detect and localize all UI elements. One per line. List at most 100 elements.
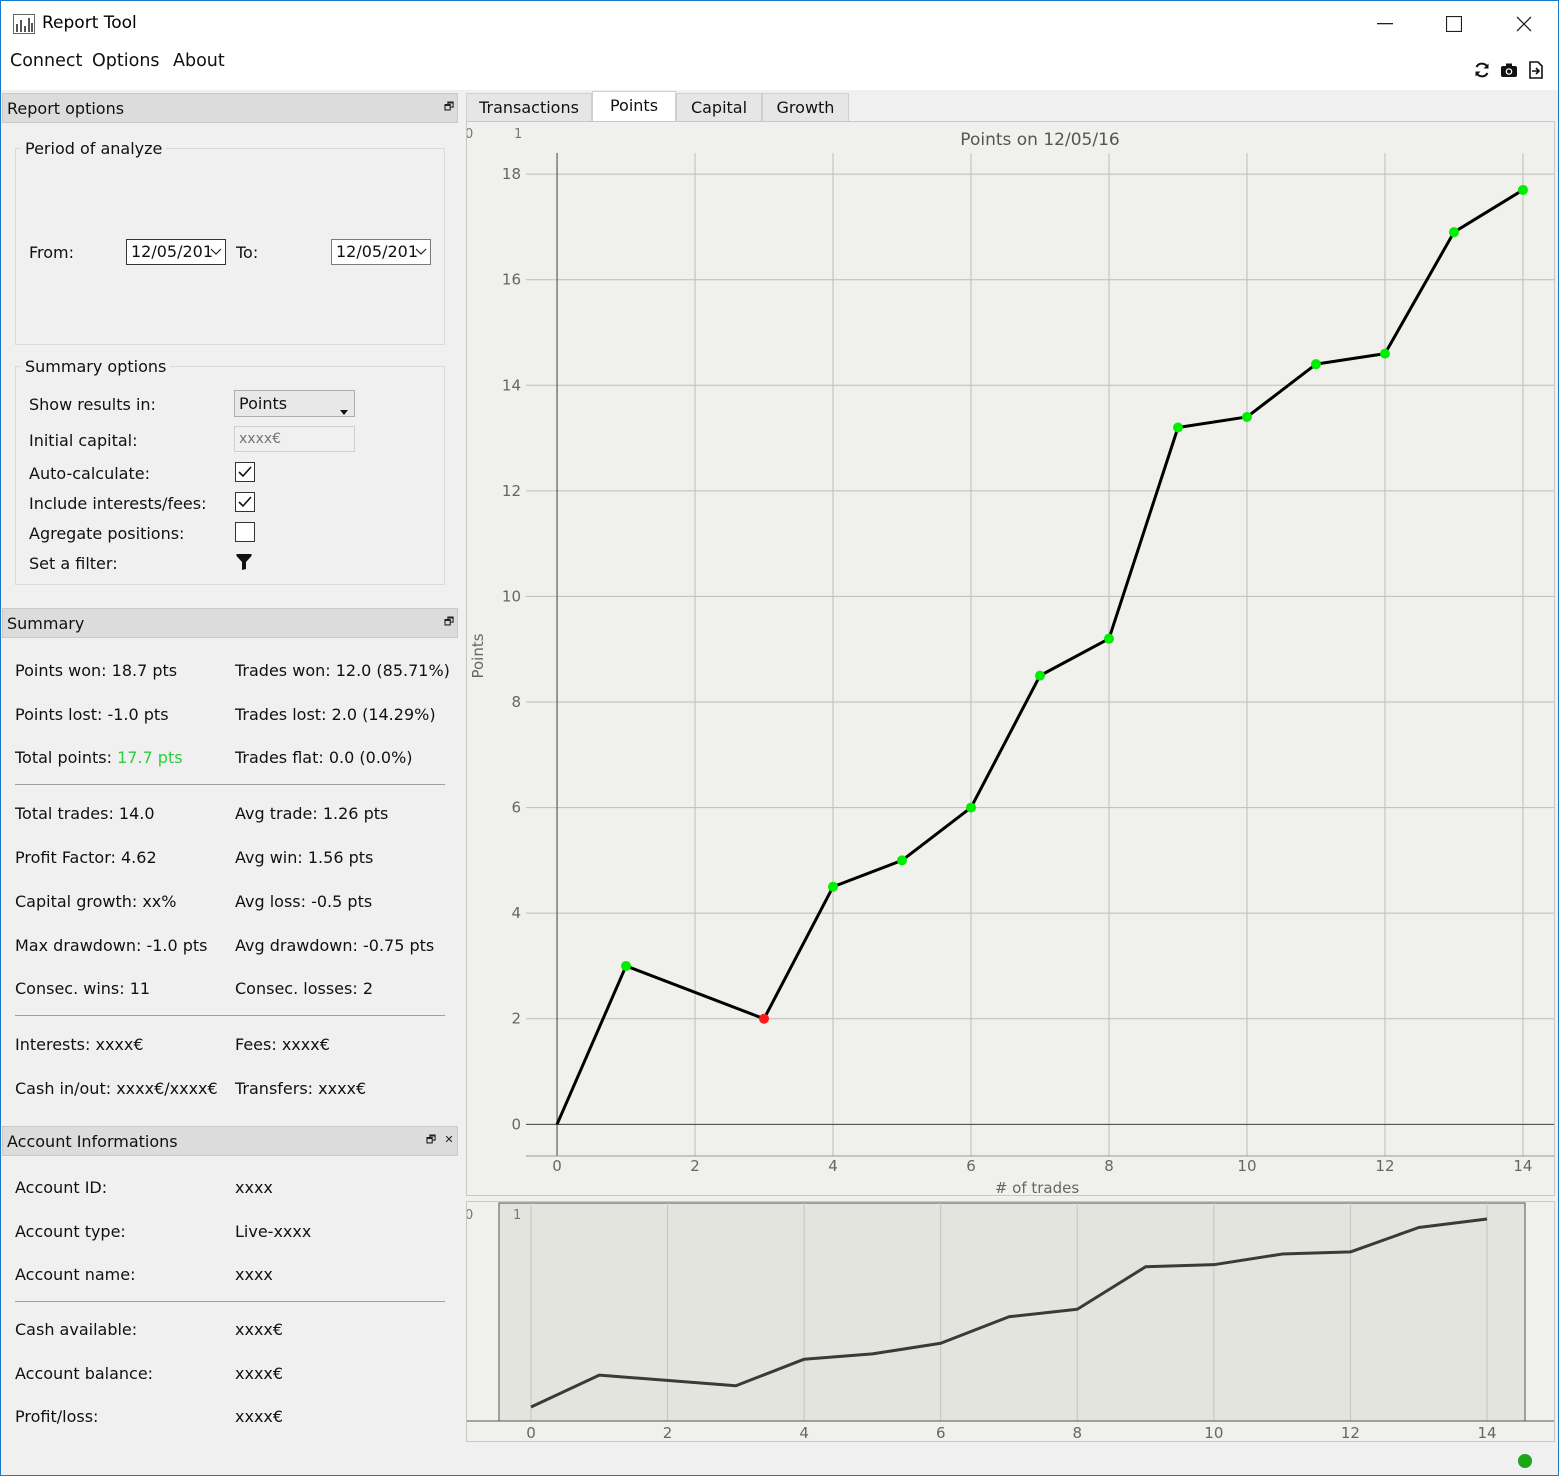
overview-chart: 0 10 2 4 6 8 10 12 14 [465,1202,1554,1442]
trades-lost: Trades lost: 2.0 (14.29%) [235,705,436,724]
y-tick-label: 6 [511,799,521,817]
from-date-picker[interactable]: 12/05/201 [126,239,226,265]
data-point [1103,633,1114,644]
account-name-label: Account name: [15,1265,136,1284]
consec-losses: Consec. losses: 2 [235,979,373,998]
y-tick-label: 18 [502,165,521,183]
profit-loss-label: Profit/loss: [15,1407,99,1426]
total-points: Total points: 17.7 pts [15,748,183,767]
float-dock-icon[interactable]: 🗗 [425,1133,437,1146]
points-lost: Points lost: -1.0 pts [15,705,169,724]
account-balance-value: xxxx€ [235,1364,284,1383]
max-drawdown: Max drawdown: -1.0 pts [15,936,208,955]
chevron-down-icon [415,241,427,264]
refresh-icon[interactable] [1472,60,1492,80]
tab-points[interactable]: Points [592,91,676,121]
y-tick-label: 16 [502,271,521,289]
x-tick-label: 4 [828,1157,838,1175]
menu-options[interactable]: Options [92,51,160,71]
maximize-button[interactable] [1419,1,1489,46]
plot-area [526,153,1554,1156]
cash-available-label: Cash available: [15,1320,138,1339]
close-dock-icon[interactable]: ✕ [444,1133,454,1146]
float-dock-icon[interactable]: 🗗 [443,615,455,628]
x-tick-label: 6 [966,1157,976,1175]
tab-capital[interactable]: Capital [676,93,762,121]
data-point [621,960,632,971]
float-dock-icon[interactable]: 🗗 [443,100,455,113]
initial-capital-field[interactable] [234,426,355,452]
chevron-down-icon [210,241,222,264]
corner-label: 1 [514,127,522,142]
consec-wins: Consec. wins: 11 [15,979,151,998]
y-tick-label: 8 [511,693,521,711]
points-won: Points won: 18.7 pts [15,661,178,680]
profit-factor: Profit Factor: 4.62 [15,848,157,867]
cash-in-out: Cash in/out: xxxx€/xxxx€ [15,1079,218,1098]
overview-series-line [530,1217,1488,1409]
checkmark-icon [238,496,252,508]
chart-app-icon [13,14,35,34]
camera-icon[interactable] [1499,60,1519,80]
menu-bar: Connect Options About [1,46,1558,90]
x-tick-label: 8 [1073,1424,1083,1441]
y-tick-label: 0 [511,1115,521,1133]
fees: Fees: xxxx€ [235,1035,330,1054]
overview-chart-panel: 0 1 0 2 4 6 8 10 12 14 [465,1201,1555,1442]
tab-growth[interactable]: Growth [762,93,849,121]
summary-title: Summary [7,614,85,633]
x-tick-label: 12 [1341,1424,1360,1441]
to-date-value: 12/05/201 [336,242,419,261]
close-button[interactable] [1489,1,1559,46]
divider [15,784,445,785]
points-chart: 0 1 Points on 12/05/16 0 2 4 6 8 10 12 14 16 18 0 2 4 6 8… [465,127,1554,1197]
aggregate-checkbox[interactable] [235,522,255,542]
data-point [759,1013,770,1024]
avg-win: Avg win: 1.56 pts [235,848,374,867]
series-line [555,188,1524,1125]
corner-label: 1 [513,1208,521,1223]
tab-transactions[interactable]: Transactions [466,93,592,121]
y-tick-label: 2 [511,1010,521,1028]
menu-about[interactable]: About [173,51,225,71]
transfers: Transfers: xxxx€ [235,1079,367,1098]
data-point [1310,359,1321,370]
y-tick-label: 12 [502,482,521,500]
x-tick-label: 4 [799,1424,809,1441]
export-icon[interactable] [1526,60,1546,80]
data-point [1448,227,1459,238]
summary-options-group-title: Summary options [21,357,171,376]
divider [15,1301,445,1302]
menu-connect[interactable]: Connect [10,51,83,71]
checkmark-icon [238,466,252,478]
avg-trade: Avg trade: 1.26 pts [235,804,389,823]
from-date-value: 12/05/201 [131,242,214,261]
to-date-picker[interactable]: 12/05/201 [331,239,431,265]
trades-won: Trades won: 12.0 (85.71%) [235,661,450,680]
data-point [1035,670,1045,681]
dropdown-arrow-icon [340,400,348,419]
data-point [1517,184,1528,195]
avg-loss: Avg loss: -0.5 pts [235,892,373,911]
account-name-value: xxxx [235,1265,273,1284]
total-points-value: 17.7 pts [117,748,183,767]
corner-label: 0 [467,127,473,142]
connection-status-indicator [1518,1454,1532,1468]
auto-calculate-label: Auto-calculate: [29,464,150,483]
minimize-button[interactable] [1350,1,1420,46]
x-tick-label: 6 [936,1424,946,1441]
total-points-label: Total points: [15,748,118,767]
to-label: To: [236,243,259,262]
title-bar: Report Tool [1,1,1558,46]
x-tick-label: 10 [1237,1157,1256,1175]
filter-icon[interactable] [236,553,252,575]
from-label: From: [29,243,75,262]
summary-options-group [15,366,445,585]
total-trades: Total trades: 14.0 [15,804,155,823]
auto-calculate-checkbox[interactable] [235,462,255,482]
x-tick-label: 8 [1104,1157,1114,1175]
account-type-label: Account type: [15,1222,126,1241]
show-results-select[interactable]: Points [234,390,355,417]
include-fees-checkbox[interactable] [235,492,255,512]
